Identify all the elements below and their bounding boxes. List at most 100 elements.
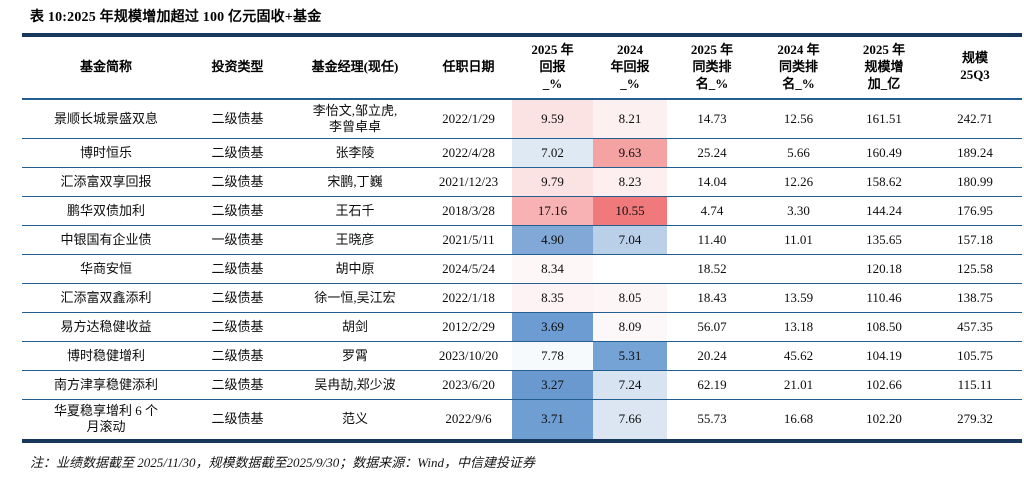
cell-rank2025: 25.24: [667, 138, 757, 169]
cell-type: 二级债基: [190, 370, 285, 401]
table-row: 中银国有企业债 一级债基 王晓彦 2021/5/11 4.90 7.04 11.40 11.0…: [22, 225, 1022, 256]
cell-scale_add: 102.20: [866, 411, 902, 427]
table-row: 易方达稳健收益 二级债基 胡剑 2012/2/29 3.69 8.09 56.07 13.18…: [22, 312, 1022, 343]
column-header-ret2024: 2024 年回报 _%: [593, 35, 667, 100]
cell-rank2024: 3.30: [757, 196, 840, 227]
cell-date: 2023/6/20: [425, 370, 512, 401]
table-row: 景顺长城景盛双息 二级债基 李怡文,邹立虎, 李曾卓卓 2022/1/29 9.59 8.…: [22, 98, 1022, 140]
cell-ret2024: 8.09: [593, 312, 667, 343]
cell-ret2024: 8.21: [593, 98, 667, 140]
cell-scale_add: 160.49: [840, 138, 928, 169]
cell-type: 二级债基: [190, 341, 285, 372]
cell-name: 华夏稳享增利 6 个 月滚动: [53, 403, 158, 435]
table-title: 表 10:2025 年规模增加超过 100 亿元固收+基金: [30, 10, 322, 25]
table-row: 南方津享稳健添利 二级债基 吴冉劼,郑少波 2023/6/20 3.27 7.24 62.1…: [22, 370, 1022, 401]
cell-name: 博时稳健增利: [22, 341, 190, 372]
cell-ret2025: 4.90: [512, 225, 593, 256]
cell-name: 景顺长城景盛双息: [22, 98, 190, 140]
cell-type: 一级债基: [190, 225, 285, 256]
cell-rank2024: 13.59: [757, 283, 840, 314]
cell-type: 二级债基: [190, 138, 285, 169]
cell-type: 二级债基: [190, 98, 285, 140]
cell-date: 2022/4/28: [425, 138, 512, 169]
table-row: 汇添富双享回报 二级债基 宋鹏,丁巍 2021/12/23 9.79 8.23 14.04 1…: [22, 167, 1022, 198]
cell-rank2025: 4.74: [667, 196, 757, 227]
table-body: 景顺长城景盛双息 二级债基 李怡文,邹立虎, 李曾卓卓 2022/1/29 9.59 8.…: [22, 98, 1022, 441]
cell-rank2024: 13.18: [757, 312, 840, 343]
table-footnote: 注：业绩数据截至 2025/11/30，规模数据截至2025/9/30；数据来源…: [30, 454, 535, 470]
column-header-type: 投资类型: [190, 35, 285, 100]
cell-date: 2021/12/23: [425, 167, 512, 198]
cell-ret2025: 9.59: [512, 98, 593, 140]
fund-table: 基金简称 投资类型 基金经理(现任) 任职日期 2025 年 回报 _% 2024 年回报…: [22, 33, 1022, 443]
cell-scale_q3: 125.58: [928, 254, 1022, 285]
cell-type: 二级债基: [190, 167, 285, 198]
cell-scale_add: 102.66: [840, 370, 928, 401]
cell-ret2024: 8.05: [593, 283, 667, 314]
cell-rank2024: [757, 254, 840, 285]
cell-date: 2018/3/28: [425, 196, 512, 227]
column-header-rank2024: 2024 年 同类排 名_%: [757, 35, 840, 100]
column-header-scale_q3: 规模 25Q3: [928, 35, 1022, 100]
cell-name: 汇添富双鑫添利: [22, 283, 190, 314]
cell-ret2025: 3.71: [512, 399, 593, 441]
cell-scale_add: 108.50: [840, 312, 928, 343]
cell-manager: 张李陵: [285, 138, 425, 169]
cell-ret2024: 9.63: [593, 138, 667, 169]
cell-rank2025: 11.40: [667, 225, 757, 256]
cell-date: 2023/10/20: [425, 341, 512, 372]
cell-type: 二级债基: [190, 254, 285, 285]
cell-manager: 胡中原: [285, 254, 425, 285]
cell-date: 2022/1/29: [425, 98, 512, 140]
cell-ret2024: 5.31: [593, 341, 667, 372]
cell-scale_q3: 176.95: [928, 196, 1022, 227]
table-row: 华商安恒 二级债基 胡中原 2024/5/24 8.34 18.52 120.18 125.5…: [22, 254, 1022, 285]
column-header-manager: 基金经理(现任): [285, 35, 425, 100]
cell-manager: 范义: [341, 411, 368, 427]
cell-manager: 胡剑: [285, 312, 425, 343]
cell-ret2025: 7.02: [512, 138, 593, 169]
cell-manager: 罗霄: [285, 341, 425, 372]
cell-name: 汇添富双享回报: [22, 167, 190, 198]
cell-rank2025: 14.04: [667, 167, 757, 198]
cell-scale_q3: 105.75: [928, 341, 1022, 372]
cell-scale_add: 135.65: [840, 225, 928, 256]
table-row: 博时恒乐 二级债基 张李陵 2022/4/28 7.02 9.63 25.24 5.66 160…: [22, 138, 1022, 169]
cell-date: 2022/9/6: [445, 411, 492, 427]
table-row: 汇添富双鑫添利 二级债基 徐一恒,吴江宏 2022/1/18 8.35 8.05 18.43…: [22, 283, 1022, 314]
cell-ret2025: 8.34: [512, 254, 593, 285]
cell-ret2024: 7.04: [593, 225, 667, 256]
column-header-scale_add: 2025 年 规模增 加_亿: [840, 35, 928, 100]
cell-manager: 王石千: [285, 196, 425, 227]
table-row: 鹏华双债加利 二级债基 王石千 2018/3/28 17.16 10.55 4.74 3.30…: [22, 196, 1022, 227]
table-row: 博时稳健增利 二级债基 罗霄 2023/10/20 7.78 5.31 20.24 45.62…: [22, 341, 1022, 372]
cell-scale_q3: 457.35: [928, 312, 1022, 343]
cell-rank2025: 20.24: [667, 341, 757, 372]
cell-scale_q3: 279.32: [957, 411, 993, 427]
cell-date: 2024/5/24: [425, 254, 512, 285]
column-header-name: 基金简称: [22, 35, 190, 100]
cell-date: 2022/1/18: [425, 283, 512, 314]
cell-ret2024: [593, 254, 667, 285]
cell-rank2024: 45.62: [757, 341, 840, 372]
cell-name: 华商安恒: [22, 254, 190, 285]
cell-date: 2021/5/11: [425, 225, 512, 256]
cell-type: 二级债基: [190, 283, 285, 314]
column-header-date: 任职日期: [425, 35, 512, 100]
cell-rank2024: 21.01: [757, 370, 840, 401]
cell-ret2025: 3.27: [512, 370, 593, 401]
cell-manager: 宋鹏,丁巍: [285, 167, 425, 198]
cell-ret2025: 17.16: [512, 196, 593, 227]
cell-scale_add: 158.62: [840, 167, 928, 198]
cell-ret2025: 8.35: [512, 283, 593, 314]
cell-name: 易方达稳健收益: [22, 312, 190, 343]
cell-rank2025: 18.52: [667, 254, 757, 285]
cell-type: 二级债基: [190, 312, 285, 343]
cell-name: 鹏华双债加利: [22, 196, 190, 227]
cell-date: 2012/2/29: [425, 312, 512, 343]
cell-ret2025: 7.78: [512, 341, 593, 372]
cell-rank2025: 56.07: [667, 312, 757, 343]
table-row: 华夏稳享增利 6 个 月滚动 二级债基 范义 2022/9/6 3.71 7.66 55.7…: [22, 399, 1022, 441]
table-header-row: 基金简称 投资类型 基金经理(现任) 任职日期 2025 年 回报 _% 2024 年回报…: [22, 35, 1022, 100]
report-table-page: 表 10:2025 年规模增加超过 100 亿元固收+基金 基金简称 投资类型 基金…: [0, 6, 1024, 501]
